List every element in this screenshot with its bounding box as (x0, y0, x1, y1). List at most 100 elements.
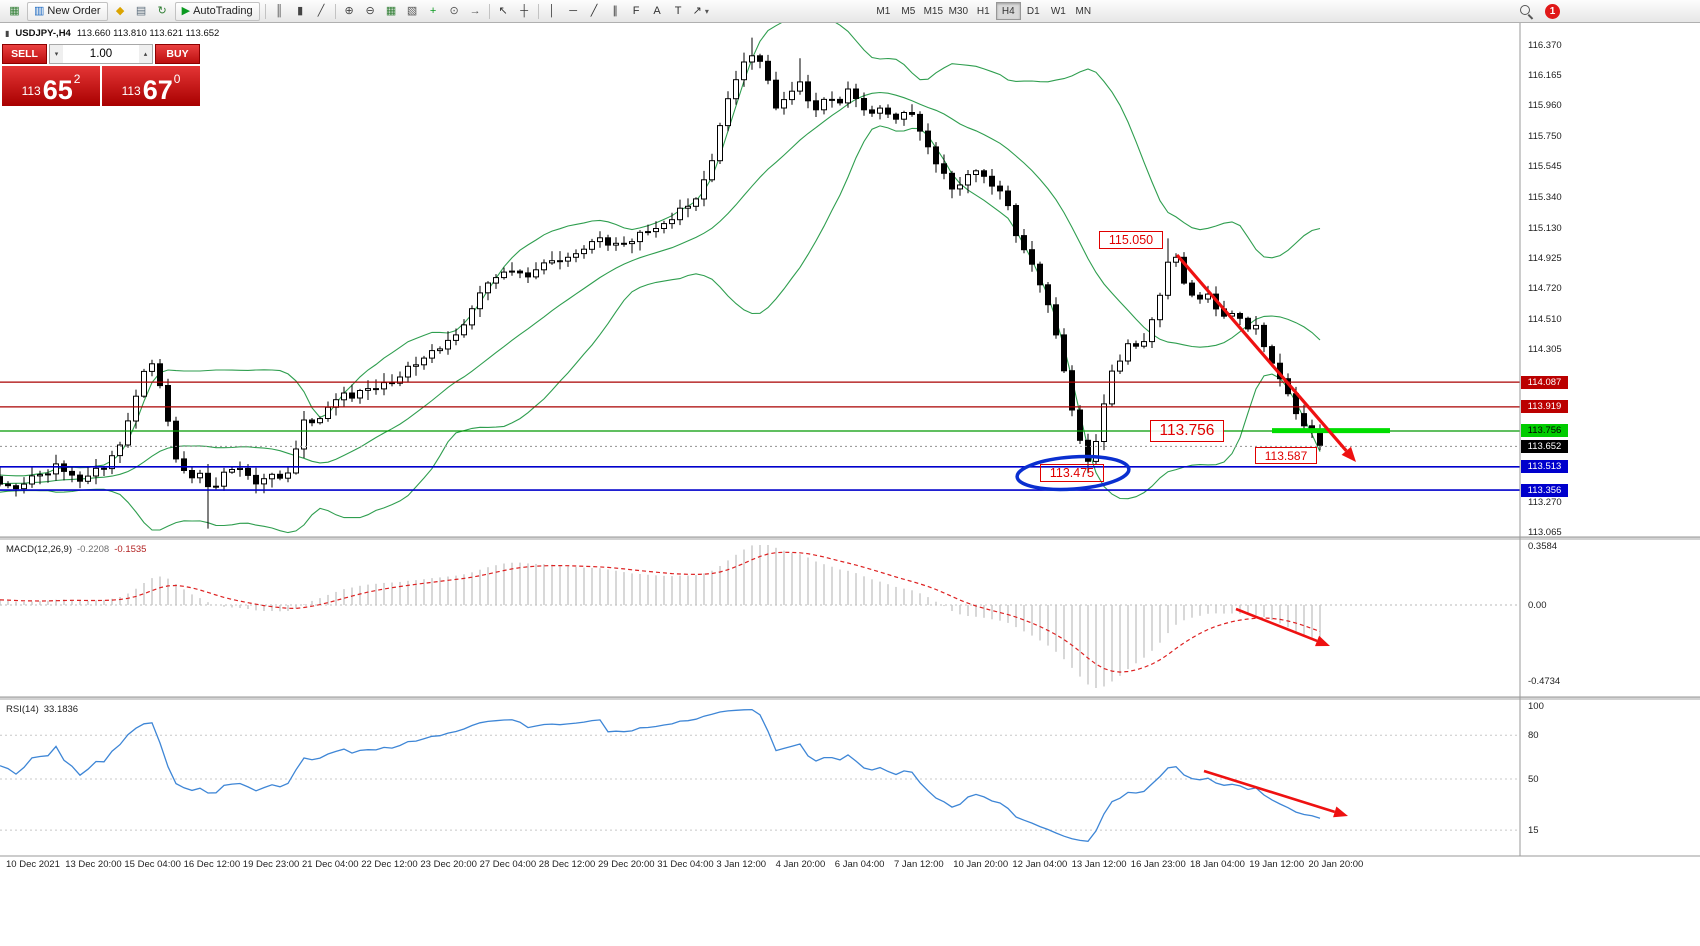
text-label-button[interactable]: T (668, 2, 689, 21)
refresh-button[interactable]: ↻ (152, 2, 173, 21)
text-button[interactable]: A (647, 2, 668, 21)
macd-main-value: -0.2208 (77, 544, 110, 555)
price-marker-114.087: 114.087 (1521, 375, 1568, 389)
sell-price-sup: 2 (73, 72, 81, 86)
bar-chart-icon: ║ (275, 4, 283, 17)
breakdown-price-label[interactable]: 113.587 (1255, 447, 1317, 464)
timeframe-button-m15[interactable]: M15 (921, 2, 946, 20)
highlight-ellipse[interactable] (1015, 453, 1131, 493)
price-axis-label: 114.305 (1528, 344, 1562, 356)
volume-down-button[interactable]: ▾ (50, 45, 63, 63)
buy-price-display[interactable]: 113 67 0 (102, 66, 200, 106)
price-axis[interactable]: 116.370 116.165 115.960 115.750 115.545 115.3… (1520, 0, 1700, 946)
volume-up-button[interactable]: ▴ (139, 45, 152, 63)
vertical-line-button[interactable]: │ (542, 2, 563, 21)
new-chart-button[interactable]: ▦ (4, 2, 25, 21)
autotrading-icon: ▶ (181, 4, 191, 17)
volume-stepper[interactable]: ▾ 1.00 ▴ (49, 44, 153, 64)
toolbar-separator (488, 3, 490, 19)
autotrading-label: AutoTrading (193, 5, 253, 17)
time-axis[interactable]: 10 Dec 2021 13 Dec 20:00 15 Dec 04:00 16 De… (0, 857, 1520, 875)
price-axis-label: 116.370 (1528, 39, 1562, 51)
add-indicator-button[interactable]: + (423, 2, 444, 21)
expert-advisors-button[interactable]: ◆ (110, 2, 131, 21)
print-icon: ▤ (135, 4, 147, 17)
tile-windows-button[interactable]: ▦ (381, 2, 402, 21)
sell-price-display[interactable]: 113 65 2 (2, 66, 100, 106)
time-axis-label: 22 Dec 12:00 (361, 859, 418, 870)
print-button[interactable]: ▤ (131, 2, 152, 21)
rsi-axis-label: 80 (1528, 729, 1539, 741)
low-price-label[interactable]: 113.475 (1040, 464, 1104, 482)
price-marker-113.919: 113.919 (1521, 400, 1568, 414)
fibonacci-button[interactable]: F (626, 2, 647, 21)
trend-arrow-head (1315, 635, 1330, 647)
timeframe-button-h1[interactable]: H1 (971, 2, 996, 20)
time-axis-label: 12 Jan 04:00 (1012, 859, 1068, 870)
macd-axis-label: -0.4734 (1528, 676, 1561, 688)
line-chart-button[interactable]: ╱ (311, 2, 332, 21)
time-axis-label: 13 Jan 12:00 (1071, 859, 1127, 870)
timeframe-button-h4[interactable]: H4 (995, 2, 1021, 20)
panel-separator-macd[interactable] (0, 537, 1700, 540)
peak-price-label[interactable]: 115.050 (1099, 231, 1163, 249)
cursor-button[interactable]: ↖ (493, 2, 514, 21)
panel-separator-rsi[interactable] (0, 697, 1700, 700)
arrows-tool-dropdown-arrow[interactable]: ▾ (704, 6, 709, 16)
macd-indicator-label: MACD(12,26,9) -0.2208 -0.1535 (6, 544, 146, 555)
timeframe-button-m1[interactable]: M1 (871, 2, 896, 20)
toolbar-right-group: 1 (1515, 2, 1560, 21)
toolbar-separator (537, 3, 539, 19)
rsi-name: RSI(14) (6, 704, 39, 715)
zoom-in-button[interactable]: ⊕ (339, 2, 360, 21)
horizontal-line-button[interactable]: ─ (563, 2, 584, 21)
time-axis-label: 13 Dec 20:00 (65, 859, 122, 870)
expert-advisors-icon: ◆ (115, 4, 125, 17)
zoom-out-button[interactable]: ⊖ (360, 2, 381, 21)
timeframe-button-d1[interactable]: D1 (1021, 2, 1046, 20)
auto-arrange-icon: ▧ (406, 4, 418, 17)
notification-badge[interactable]: 1 (1545, 3, 1560, 19)
buy-button[interactable]: BUY (155, 44, 200, 64)
period-clock-icon: ⊙ (449, 4, 459, 17)
trend-arrow-main[interactable] (1175, 253, 1348, 452)
rsi-indicator-label: RSI(14) 33.1836 (6, 704, 78, 715)
level-price-label[interactable]: 113.756 (1150, 420, 1224, 442)
trend-arrow-macd[interactable] (1235, 607, 1318, 643)
volume-input[interactable]: 1.00 (89, 48, 113, 60)
timeframe-button-m30[interactable]: M30 (946, 2, 971, 20)
crosshair-button[interactable]: ┼ (514, 2, 535, 21)
timeframe-button-mn[interactable]: MN (1071, 2, 1096, 20)
chart-ohlc-values: 113.660 113.810 113.621 113.652 (76, 28, 220, 39)
candlestick-chart-button[interactable]: ▮ (290, 2, 311, 21)
sell-button[interactable]: SELL (2, 44, 47, 64)
trend-arrow-rsi[interactable] (1203, 769, 1336, 814)
timeframe-button-m5[interactable]: M5 (896, 2, 921, 20)
auto-arrange-button[interactable]: ▧ (402, 2, 423, 21)
bollinger-bands (0, 11, 1321, 534)
new-order-button[interactable]: ▥ New Order (27, 1, 108, 21)
equidistant-channel-button[interactable]: ∥ (605, 2, 626, 21)
buy-price-big: 67 (142, 75, 173, 106)
arrows-tool-button[interactable]: ↗ ▾ (689, 2, 713, 21)
period-clock-button[interactable]: ⊙ (444, 2, 465, 21)
time-axis-label: 7 Jan 12:00 (894, 859, 944, 870)
trendline-button[interactable]: ╱ (584, 2, 605, 21)
chart-shift-icon: → (469, 4, 481, 17)
autotrading-button[interactable]: ▶ AutoTrading (174, 1, 260, 21)
candles (0, 37, 1323, 529)
trend-arrow-head (1341, 446, 1356, 462)
search-button[interactable] (1515, 2, 1537, 21)
candlestick-chart-icon: ▮ (297, 4, 304, 17)
chart-shift-button[interactable]: → (465, 2, 486, 21)
tile-windows-icon: ▦ (385, 4, 397, 17)
bollinger-upper (0, 11, 1321, 477)
line-chart-icon: ╱ (317, 4, 325, 17)
price-axis-label: 114.925 (1528, 252, 1562, 264)
time-axis-label: 29 Dec 20:00 (598, 859, 655, 870)
time-axis-label: 19 Dec 23:00 (242, 859, 300, 870)
bar-chart-button[interactable]: ║ (269, 2, 290, 21)
timeframe-button-w1[interactable]: W1 (1046, 2, 1071, 20)
